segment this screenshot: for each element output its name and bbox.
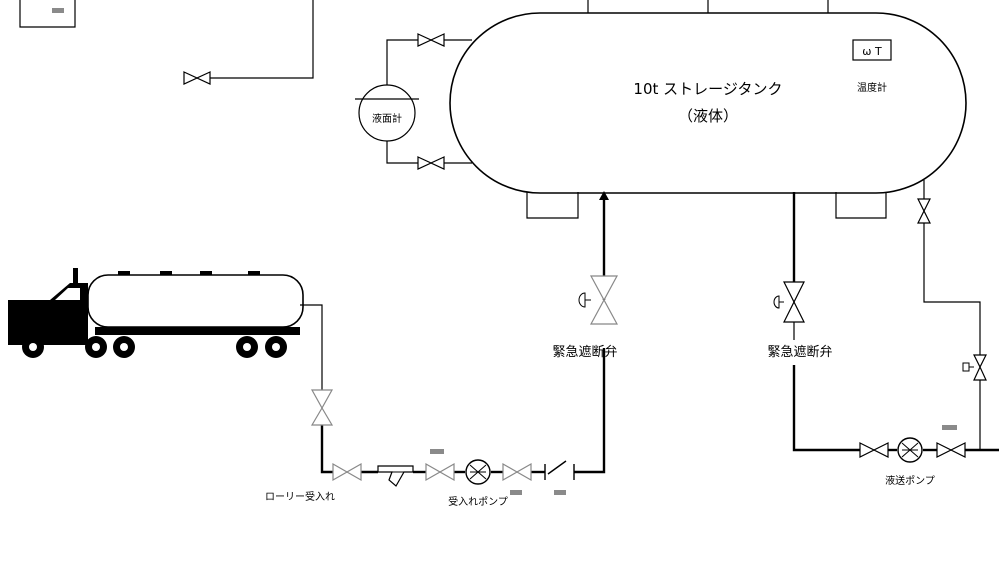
- receiving-pipe: [300, 191, 609, 474]
- lorry-receiving-label: ローリー受入れ: [265, 491, 335, 503]
- strainer[interactable]: [377, 465, 414, 487]
- storage-tank: 10t ストレージタンク （液体）: [449, 0, 967, 219]
- level-gauge[interactable]: 液面計: [355, 84, 419, 142]
- tank-truck: [8, 268, 304, 358]
- lorry-receiving-valve[interactable]: [332, 462, 362, 482]
- emergency-shutoff-valve-left[interactable]: [578, 275, 619, 325]
- vent-valve[interactable]: [183, 71, 211, 85]
- level-gauge-lines: [386, 39, 472, 164]
- top-left-box: [19, 0, 76, 28]
- tank-title: 10t ストレージタンク: [633, 80, 782, 98]
- emergency-valve-right-label: 緊急遮断弁: [767, 344, 832, 360]
- tank-subtitle: （液体）: [678, 107, 738, 125]
- transfer-pump-label: 液送ポンプ: [885, 474, 935, 487]
- pump-suction-valve[interactable]: [425, 449, 455, 482]
- return-pipe: [923, 180, 981, 450]
- level-gauge-top-valve[interactable]: [417, 33, 445, 47]
- check-valve[interactable]: [544, 460, 575, 495]
- level-gauge-bottom-valve[interactable]: [417, 156, 445, 170]
- return-top-valve[interactable]: [917, 198, 931, 224]
- receiving-pump[interactable]: 受入れポンプ: [448, 459, 508, 508]
- lorry-drain-valve[interactable]: [310, 389, 334, 426]
- receiving-pump-label: 受入れポンプ: [448, 496, 508, 508]
- thermometer[interactable]: ѡ T 温度計: [852, 39, 892, 94]
- thermometer-label: 温度計: [857, 81, 887, 94]
- emergency-shutoff-valve-right[interactable]: [773, 281, 805, 323]
- thermometer-symbol: ѡ T: [862, 45, 882, 58]
- transfer-discharge-valve[interactable]: [936, 425, 966, 458]
- transfer-suction-valve[interactable]: [859, 442, 889, 458]
- level-gauge-label: 液面計: [372, 112, 402, 125]
- pump-discharge-valve[interactable]: [502, 462, 532, 495]
- emergency-valve-left-label: 緊急遮断弁: [552, 344, 617, 360]
- transfer-pipe: [792, 192, 999, 452]
- return-control-valve[interactable]: [962, 354, 987, 381]
- top-left-vent-line: [210, 0, 314, 79]
- transfer-pump[interactable]: 液送ポンプ: [885, 437, 935, 487]
